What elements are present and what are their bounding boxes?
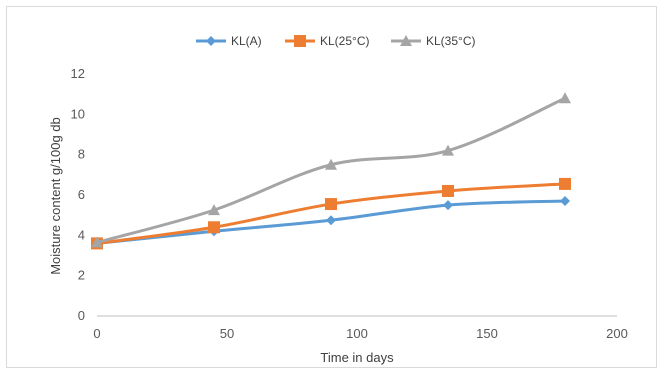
y-tick-label: 10 [71, 106, 85, 121]
x-tick-label: 100 [346, 326, 368, 341]
legend-item: KL(A) [196, 34, 262, 48]
chart-frame [6, 6, 657, 368]
legend-item: KL(25°C) [285, 34, 369, 48]
legend-item: KL(35°C) [391, 34, 475, 48]
data-point [325, 158, 337, 170]
x-tick-label: 150 [476, 326, 498, 341]
x-axis-label: Time in days [320, 350, 394, 365]
data-point [442, 144, 454, 156]
y-axis-label: Moisture content g/100g db [48, 117, 63, 275]
axes: 0 2 4 6 8 10 12 0 50 100 150 200 [71, 66, 628, 341]
x-tick-label: 200 [606, 326, 628, 341]
legend-label: KL(35°C) [426, 34, 475, 48]
data-point [208, 221, 220, 234]
data-point [326, 215, 336, 226]
data-point [91, 236, 103, 248]
y-tick-label: 12 [71, 66, 85, 81]
y-tick-label: 4 [78, 227, 85, 242]
series-layer [91, 92, 571, 250]
y-tick-label: 0 [78, 308, 85, 323]
legend-label: KL(A) [231, 34, 262, 48]
legend-marker [206, 36, 216, 46]
legend-label: KL(25°C) [320, 34, 369, 48]
data-point [560, 196, 570, 207]
series-triangle [91, 92, 571, 248]
legend-marker [294, 35, 306, 47]
data-point [559, 177, 571, 190]
data-point [442, 184, 454, 197]
y-tick-label: 2 [78, 268, 85, 283]
x-tick-label: 0 [93, 326, 100, 341]
x-tick-label: 50 [220, 326, 234, 341]
data-point [325, 198, 337, 211]
legend-marker [400, 35, 412, 46]
y-tick-label: 6 [78, 187, 85, 202]
data-point [208, 204, 220, 216]
y-tick-label: 8 [78, 147, 85, 162]
series-square [91, 177, 571, 250]
series-line [95, 182, 567, 245]
legend: KL(A) KL(25°C) KL(35°C) [196, 34, 475, 48]
data-point [559, 92, 571, 104]
data-point [443, 200, 453, 211]
